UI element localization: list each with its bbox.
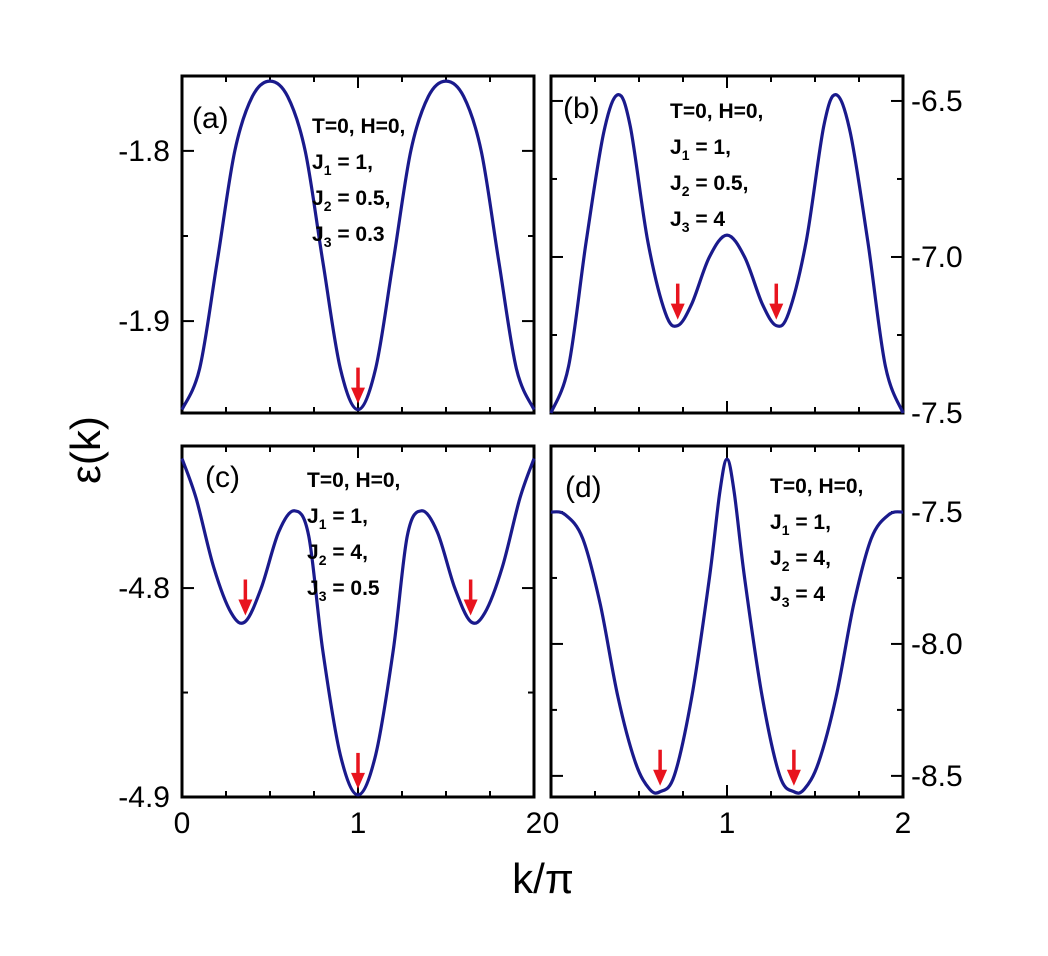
parameter-line: J2 = 4, [307,541,368,568]
parameter-line: J1 = 1, [307,505,368,532]
y-tick-label: -8.0 [911,628,963,661]
panel-d: 0 1 2 -7.5 -8.0 -8.5 (d) T=0, H=0, J1 = 1, J2 = 4… [543,444,963,840]
minimum-arrow [786,749,801,786]
parameter-line: T=0, H=0, [312,115,405,138]
minimum-arrow [351,367,365,404]
y-tick-label: -4.9 [118,781,170,814]
y-tick-label: -1.9 [118,305,170,338]
x-tick-label: 0 [543,807,560,840]
minimum-arrow [463,579,478,616]
parameter-line: T=0, H=0, [307,469,400,492]
parameter-line: J3 = 4 [670,208,725,235]
minimum-arrow [769,283,784,320]
parameter-line: J1 = 1, [670,136,731,163]
y-axis-title: ε(k) [62,416,109,484]
minimum-arrow [653,749,668,786]
y-tick-label: -8.5 [911,760,963,793]
minimum-arrow [238,579,253,616]
parameter-line: J1 = 1, [312,151,373,178]
parameter-line: T=0, H=0, [770,475,863,498]
minimum-arrow [670,283,685,320]
parameter-line: J2 = 0.5, [670,172,748,199]
minimum-arrow [351,752,365,789]
x-axis-title: k/π [512,855,574,902]
x-tick-label: 2 [526,807,543,840]
series-line [180,457,536,797]
panel-label: (d) [565,471,602,504]
panel-b: -6.5 -7.0 -7.5 (b) T=0, H=0, J1 = 1, J2 = 0.5,… [549,74,963,430]
series-line [180,79,536,412]
parameter-line: J2 = 4, [770,547,831,574]
x-tick-label: 0 [174,807,191,840]
panels: -1.8 -1.9 (a) T=0, H=0, J1 = 1, J2 = 0.5, J3 =… [118,74,963,840]
x-tick-label: 1 [350,807,367,840]
panel-a: -1.8 -1.9 (a) T=0, H=0, J1 = 1, J2 = 0.5, J3 =… [118,74,536,415]
y-tick-label: -6.5 [911,85,963,118]
parameter-line: J1 = 1, [770,511,831,538]
panel-frame [180,444,536,799]
panel-label: (b) [563,92,600,125]
y-tick-label: -7.0 [911,241,963,274]
parameter-line: J3 = 4 [770,583,825,610]
y-tick-label: -4.8 [118,572,170,605]
parameter-line: J3 = 0.5 [307,577,380,604]
x-tick-label: 1 [719,807,736,840]
y-tick-label: -7.5 [911,397,963,430]
y-tick-label: -7.5 [911,496,963,529]
panel-label: (a) [192,102,229,135]
series-line [550,457,904,795]
y-tick-label: -1.8 [118,135,170,168]
parameter-line: J2 = 0.5, [312,187,390,214]
panel-label: (c) [205,461,240,494]
parameter-line: T=0, H=0, [670,100,763,123]
series-line [549,93,905,414]
x-tick-label: 2 [895,807,912,840]
panel-c: 0 1 2 -4.8 -4.9 (c) T=0, H=0, J1 = 1, J2 = 4, J3 … [118,444,543,840]
parameter-line: J3 = 0.3 [312,223,385,250]
